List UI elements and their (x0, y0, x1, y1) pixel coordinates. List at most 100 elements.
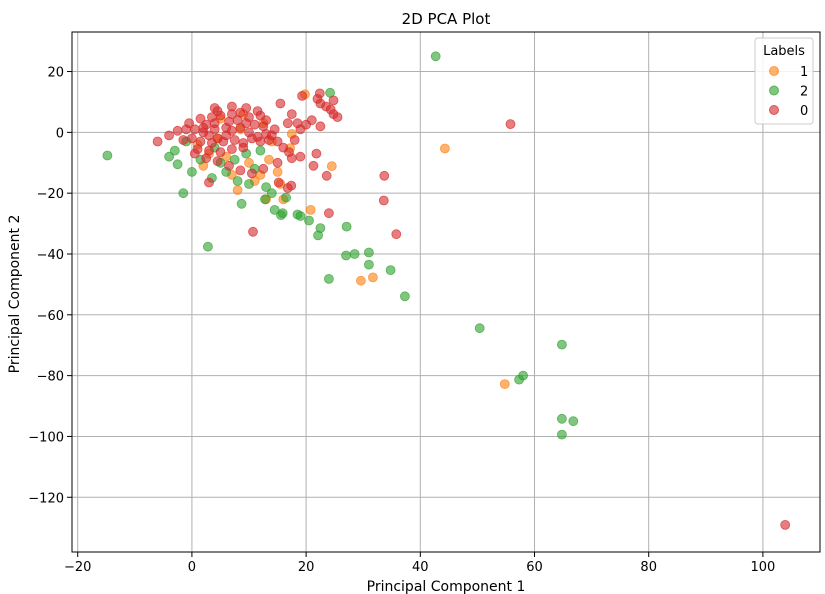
data-point-series-1 (499, 379, 510, 390)
data-point-series-0 (306, 115, 317, 126)
data-point-series-0 (226, 144, 237, 155)
data-point-series-0 (284, 147, 294, 158)
data-point-series-0 (266, 130, 277, 141)
data-point-series-1 (305, 204, 316, 215)
data-point-series-2 (399, 291, 410, 302)
data-point-series-2 (363, 247, 374, 258)
x-axis-label: Principal Component 1 (367, 579, 526, 594)
data-point-series-0 (221, 122, 232, 133)
data-point-series-2 (514, 374, 524, 385)
data-point-series-0 (311, 148, 322, 159)
data-point-series-0 (249, 119, 260, 130)
data-point-series-2 (568, 416, 579, 427)
data-point-series-0 (272, 157, 283, 168)
data-point-series-2 (281, 192, 292, 203)
y-tick-label: −100 (28, 430, 64, 445)
data-point-series-0 (282, 118, 293, 129)
data-point-series-2 (178, 188, 189, 199)
data-point-series-0 (178, 135, 189, 145)
x-tick-label: 60 (526, 560, 543, 575)
data-point-series-0 (332, 112, 343, 122)
data-point-series-1 (272, 166, 283, 177)
data-point-series-2 (363, 259, 374, 270)
data-point-series-2 (315, 223, 326, 234)
data-point-series-2 (169, 145, 180, 156)
data-point-series-0 (238, 142, 249, 153)
x-tick-label: 80 (640, 560, 657, 575)
legend-box (754, 37, 814, 125)
data-point-series-0 (195, 113, 206, 124)
legend-marker-1 (769, 66, 779, 76)
data-point-series-0 (244, 112, 254, 122)
legend-label-1: 1 (800, 65, 808, 80)
data-point-series-0 (378, 195, 389, 206)
x-tick-label: 0 (188, 560, 196, 575)
data-point-series-0 (391, 229, 402, 240)
data-point-series-0 (258, 163, 269, 174)
data-point-series-0 (297, 91, 308, 101)
data-point-series-0 (273, 177, 284, 188)
data-point-series-2 (236, 198, 247, 209)
data-point-series-0 (261, 115, 272, 126)
data-point-series-2 (323, 273, 334, 284)
x-tick-label: 100 (750, 560, 775, 575)
data-point-series-0 (315, 121, 326, 132)
data-point-series-0 (215, 110, 226, 121)
data-point-series-2 (557, 339, 567, 350)
data-point-series-0 (295, 151, 306, 162)
data-point-series-2 (341, 221, 352, 232)
data-point-series-2 (269, 204, 280, 215)
data-point-series-0 (201, 153, 212, 164)
data-point-series-0 (235, 107, 246, 118)
data-point-series-2 (474, 323, 485, 334)
data-point-series-0 (172, 125, 183, 136)
data-point-series-0 (246, 133, 257, 144)
data-point-series-1 (367, 272, 378, 283)
y-tick-label: −120 (28, 491, 64, 506)
data-point-series-0 (152, 136, 163, 147)
y-tick-label: 0 (56, 126, 64, 141)
data-point-series-2 (304, 215, 314, 226)
data-point-series-0 (275, 98, 286, 109)
data-point-series-0 (323, 208, 334, 219)
data-point-series-2 (229, 154, 240, 165)
data-point-series-2 (430, 51, 441, 62)
data-point-series-0 (321, 170, 332, 181)
data-point-series-1 (244, 157, 254, 168)
data-point-series-0 (308, 160, 319, 171)
data-point-series-0 (235, 165, 246, 176)
data-point-series-2 (341, 250, 352, 261)
y-tick-label: 20 (47, 66, 64, 81)
data-point-series-2 (172, 159, 183, 170)
legend-label-2: 2 (800, 85, 808, 100)
plot-frame (71, 31, 821, 553)
data-point-series-0 (189, 148, 200, 159)
legend-marker-2 (769, 85, 779, 96)
data-point-series-2 (292, 209, 303, 220)
data-point-series-0 (229, 135, 240, 145)
legend-marker-0 (769, 105, 779, 115)
data-point-series-0 (289, 135, 300, 145)
data-point-series-0 (328, 95, 339, 106)
data-point-series-0 (226, 109, 237, 119)
data-point-series-0 (286, 109, 297, 119)
data-point-series-0 (218, 136, 229, 147)
data-point-series-0 (780, 520, 791, 530)
y-tick-label: −60 (37, 309, 64, 324)
data-point-series-1 (232, 185, 243, 196)
data-point-series-0 (272, 136, 283, 147)
data-point-series-1 (355, 275, 366, 286)
data-point-series-0 (212, 156, 223, 167)
data-point-series-0 (206, 112, 217, 122)
data-point-series-0 (379, 170, 390, 181)
data-point-series-2 (261, 182, 272, 193)
data-point-series-0 (505, 119, 516, 129)
data-point-series-2 (385, 265, 396, 276)
legend-label-0: 0 (800, 104, 808, 119)
data-point-series-2 (244, 179, 254, 189)
data-point-series-0 (282, 183, 293, 193)
data-point-series-0 (204, 177, 214, 188)
data-point-series-2 (557, 429, 567, 440)
data-point-series-1 (264, 154, 274, 165)
